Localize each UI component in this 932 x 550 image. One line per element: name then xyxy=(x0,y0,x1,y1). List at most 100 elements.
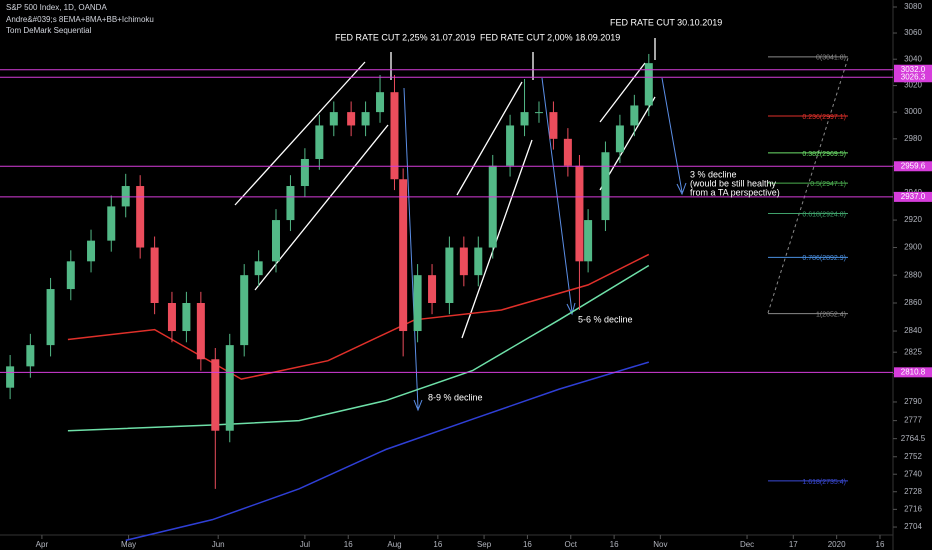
trend-line xyxy=(456,81,523,196)
annotation: 8-9 % decline xyxy=(428,392,483,402)
level-label-box xyxy=(894,191,932,202)
level-label: 2959.6 xyxy=(901,161,926,170)
x-tick-label: Dec xyxy=(740,540,754,549)
x-tick-label: Jun xyxy=(212,540,225,549)
annotation: FED RATE CUT 2,00% 18.09.2019 xyxy=(480,32,620,42)
candle-body xyxy=(211,359,220,431)
y-tick-label: 2980 xyxy=(904,134,922,143)
annotation: 3 % decline xyxy=(690,169,737,179)
y-tick-label: 2825 xyxy=(904,347,922,356)
candle-body xyxy=(26,345,35,367)
candle-body xyxy=(315,125,324,159)
candle-body xyxy=(506,125,515,166)
level-label-box xyxy=(894,161,932,172)
fib-label: 0.786(2892.9) xyxy=(802,255,846,262)
fib-label: 0.382(2969.5) xyxy=(802,151,846,158)
candle-body xyxy=(459,247,468,276)
candle-body xyxy=(488,165,497,248)
candle-body xyxy=(300,158,309,187)
fib-label: 0.236(2997.1) xyxy=(802,114,846,121)
x-tick-label: Apr xyxy=(36,540,49,549)
annotation: 5-6 % decline xyxy=(578,314,633,324)
candle-body xyxy=(474,247,483,276)
x-tick-label: 2020 xyxy=(828,540,846,549)
trend-line xyxy=(254,124,389,291)
annotation: FED RATE CUT 2,25% 31.07.2019 xyxy=(335,32,475,42)
candle-body xyxy=(534,112,543,114)
candle-body xyxy=(286,186,295,221)
candle-body xyxy=(630,105,639,126)
candle-body xyxy=(549,112,558,139)
level-label: 2810.8 xyxy=(901,367,926,376)
x-tick-label: 16 xyxy=(523,540,532,549)
level-label: 3026.3 xyxy=(901,72,926,81)
candle-body xyxy=(66,261,75,290)
x-tick-label: Jul xyxy=(300,540,310,549)
y-tick-label: 2764.5 xyxy=(901,434,926,443)
candle-body xyxy=(601,152,610,221)
level-label-box xyxy=(894,64,932,75)
moving-average xyxy=(125,361,650,542)
candle-body xyxy=(182,303,191,332)
candle-body xyxy=(196,303,205,360)
x-tick-label: Nov xyxy=(653,540,667,549)
candle-body xyxy=(390,92,399,180)
candle-body xyxy=(399,179,408,332)
y-tick-label: 2790 xyxy=(904,397,922,406)
x-tick-label: 16 xyxy=(433,540,442,549)
moving-average xyxy=(67,253,650,380)
candle-body xyxy=(428,275,437,304)
x-tick-label: 16 xyxy=(610,540,619,549)
y-tick-label: 2716 xyxy=(904,504,922,513)
candle-body xyxy=(329,112,338,126)
x-tick-label: 16 xyxy=(876,540,885,549)
candle-body xyxy=(445,247,454,304)
y-tick-label: 2900 xyxy=(904,243,922,252)
x-tick-label: 16 xyxy=(344,540,353,549)
fib-label: 0.5(2947.1) xyxy=(810,181,846,188)
arrow xyxy=(541,77,576,316)
trend-line xyxy=(234,61,366,206)
candle-body xyxy=(615,125,624,153)
x-tick-label: May xyxy=(121,540,136,549)
annotation: from a TA perspective) xyxy=(690,187,780,197)
candle-body xyxy=(644,63,653,106)
candle-body xyxy=(46,289,55,346)
candle-body xyxy=(87,240,96,262)
y-tick-label: 2777 xyxy=(904,416,922,425)
candle-body xyxy=(225,345,234,431)
x-tick-label: Aug xyxy=(387,540,401,549)
candle-body xyxy=(240,275,249,346)
candle-body xyxy=(376,92,385,113)
candle-body xyxy=(136,186,145,248)
trend-line xyxy=(599,62,646,123)
y-tick-label: 3040 xyxy=(904,54,922,63)
fib-label: 1(2852.4) xyxy=(816,311,846,318)
fib-label: 0.618(2924.8) xyxy=(802,211,846,218)
candle-body xyxy=(6,366,15,388)
y-tick-label: 3000 xyxy=(904,107,922,116)
candle-body xyxy=(150,247,159,304)
candle-body xyxy=(413,275,422,332)
y-tick-label: 2752 xyxy=(904,452,922,461)
x-tick-label: 17 xyxy=(789,540,798,549)
y-tick-label: 2860 xyxy=(904,298,922,307)
y-tick-label: 2740 xyxy=(904,469,922,478)
candle-body xyxy=(167,303,176,332)
y-tick-label: 3080 xyxy=(904,2,922,11)
indicator: Andre&#039;s 8EMA+8MA+BB+Ichimoku xyxy=(6,15,154,24)
y-tick-label: 2704 xyxy=(904,522,922,531)
y-tick-label: 2920 xyxy=(904,215,922,224)
candle-body xyxy=(121,186,130,207)
candle-body xyxy=(107,206,116,241)
fib-trend xyxy=(767,57,849,314)
arrow xyxy=(661,77,687,196)
candle-body xyxy=(575,165,584,262)
level-label-box xyxy=(894,72,932,83)
candle-body xyxy=(520,112,529,126)
candle-body xyxy=(584,220,593,262)
symbol: S&P 500 Index, 1D, OANDA xyxy=(6,3,107,12)
fib-label: 0(3041.8) xyxy=(816,55,846,62)
indicator: Tom DeMark Sequential xyxy=(6,26,92,35)
x-tick-label: Sep xyxy=(477,540,492,549)
